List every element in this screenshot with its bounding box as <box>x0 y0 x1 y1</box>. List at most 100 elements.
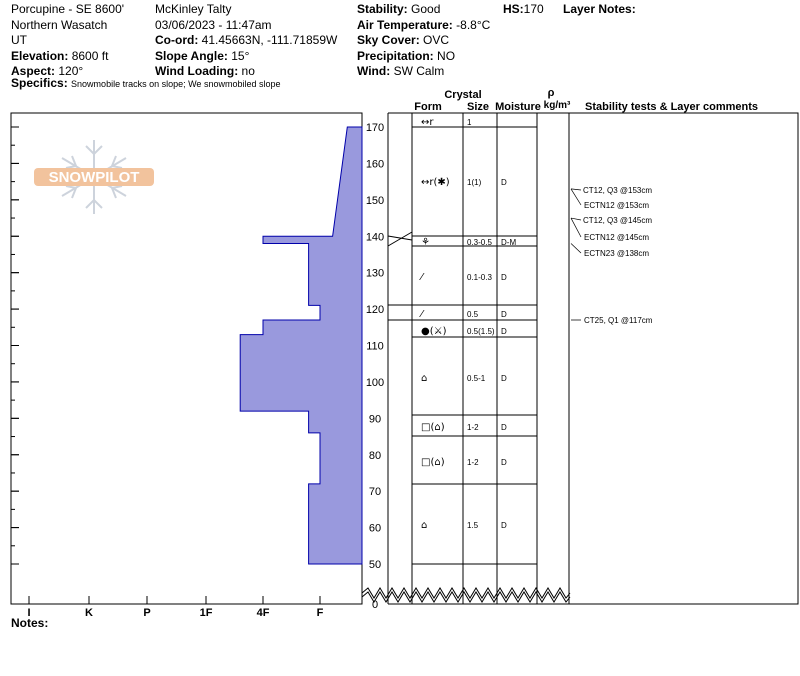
col-moisture: Moisture <box>495 101 541 113</box>
hardness-area <box>239 126 363 565</box>
depth-tick-label: 170 <box>366 122 384 134</box>
layer-size: 0.1-0.3 <box>467 273 492 282</box>
depth-tick-label: 120 <box>366 304 384 316</box>
depth-tick-label: 90 <box>369 413 381 425</box>
depth-tick-label: 60 <box>369 523 381 535</box>
layer-form: ⁄ <box>419 309 425 320</box>
wind-loading-label: Wind Loading: <box>155 64 239 78</box>
layer-rows: ↔r 1 ↔r(✱) 1(1) D ⚘ 0.3-0.5 D-M ⁄ 0.1-0.3 D ⁄ 0.5 D ●(… <box>387 117 537 565</box>
depth-tick-label: 160 <box>366 158 384 170</box>
layer-form: ⌂ <box>421 373 427 384</box>
header-observation: McKinley Talty 03/06/2023 - 11:47am Co-o… <box>155 2 337 80</box>
col-rho: ρ <box>548 87 555 99</box>
depth-tick-label: 130 <box>366 268 384 280</box>
elevation-value: 8600 ft <box>71 48 109 63</box>
depth-ticks: 170 160 150 140 130 120 110 100 90 80 70 60 50 0 <box>11 122 384 611</box>
slope-value: 15° <box>231 48 250 63</box>
layer-size: 0.5(1.5) <box>467 327 495 336</box>
stability-test-pointer <box>570 217 582 221</box>
sky-label: Sky Cover: <box>357 33 420 47</box>
stability-test-label: CT25, Q1 @117cm <box>584 316 653 325</box>
col-density-unit: kg/m³ <box>544 100 571 111</box>
hs-label: HS: <box>503 2 524 16</box>
layer-size: 1 <box>467 118 472 127</box>
layer-size: 1-2 <box>467 423 479 432</box>
precip-row: Precipitation: NO <box>357 49 490 65</box>
specifics-value: Snowmobile tracks on slope; We snowmobil… <box>71 79 281 89</box>
aspect-value: 120° <box>58 64 84 78</box>
hardness-profile <box>239 126 363 565</box>
layer-moisture: D <box>501 327 507 336</box>
coord-value: 41.45663N, -111.71859W <box>201 33 338 47</box>
specifics-label: Specifics: <box>11 76 68 90</box>
depth-tick-label: 100 <box>366 377 384 389</box>
layer-size: 1-2 <box>467 458 479 467</box>
hardness-tick-label: F <box>317 607 324 619</box>
layer-moisture: D <box>501 273 507 282</box>
coord-row: Co-ord: 41.45663N, -111.71859W <box>155 33 337 49</box>
aspect-label: Aspect: <box>11 64 56 78</box>
observer: McKinley Talty <box>155 2 232 16</box>
col-size: Size <box>467 101 489 113</box>
layer-form: ⌂ <box>421 520 427 531</box>
state: UT <box>11 33 27 47</box>
air-temp-label: Air Temperature: <box>357 17 453 32</box>
depth-connector <box>387 231 413 247</box>
hs-value: 170 <box>523 2 544 16</box>
hardness-tick-label: K <box>85 607 93 619</box>
precip-label: Precipitation: <box>357 48 434 63</box>
snowpilot-logo: SNOWPILOT <box>34 140 154 214</box>
stability-test-label: ECTN12 @145cm <box>584 233 649 242</box>
stability-test-pointer <box>570 217 582 238</box>
layer-moisture: D <box>501 423 507 432</box>
stability-label: Stability: <box>357 2 408 16</box>
col-comments: Stability tests & Layer comments <box>585 101 758 113</box>
stability-test-pointer <box>570 188 582 206</box>
precip-value: NO <box>437 48 456 63</box>
layer-moisture: D <box>501 178 507 187</box>
wind-label: Wind: <box>357 64 391 78</box>
layer-form: ⁄ <box>419 272 425 283</box>
header-site: Porcupine - SE 8600' Northern Wasatch UT… <box>11 2 124 80</box>
air-temp-value: -8.8°C <box>456 17 491 32</box>
wind-row: Wind: SW Calm <box>357 64 490 80</box>
coord-label: Co-ord: <box>155 33 199 47</box>
header-weather: Stability: Good Air Temperature: -8.8°C … <box>357 2 490 80</box>
stability-test-label: CT12, Q3 @145cm <box>583 216 652 225</box>
depth-tick-label: 50 <box>369 559 381 571</box>
layer-form: ↔r(✱) <box>421 177 450 188</box>
layer-moisture: D-M <box>501 238 516 247</box>
layer-size: 0.5-1 <box>467 374 486 383</box>
stability-test-label: ECTN23 @138cm <box>584 249 649 258</box>
depth-tick-label: 150 <box>366 195 384 207</box>
stability-value: Good <box>411 2 441 16</box>
wind-value: SW Calm <box>393 64 445 78</box>
layer-size: 1.5 <box>467 521 479 530</box>
hardness-tick-label: 1F <box>200 607 213 619</box>
layer-moisture: D <box>501 521 507 530</box>
hardness-tick-label: I <box>27 607 30 619</box>
layer-moisture: D <box>501 310 507 319</box>
notes-label: Notes: <box>11 616 49 630</box>
hs-row: HS:170 <box>503 2 544 18</box>
layer-form: ↔r <box>421 117 434 128</box>
sky-row: Sky Cover: OVC <box>357 33 490 49</box>
specifics-row: Specifics: Snowmobile tracks on slope; W… <box>11 76 281 90</box>
depth-connector <box>387 235 413 241</box>
elevation-label: Elevation: <box>11 48 69 63</box>
depth-tick-label: 80 <box>369 450 381 462</box>
stability-test-pointer <box>570 188 582 191</box>
slope-row: Slope Angle: 15° <box>155 49 337 65</box>
col-form: Form <box>414 101 442 113</box>
elevation-row: Elevation: 8600 ft <box>11 49 124 65</box>
wind-loading-value: no <box>241 64 255 78</box>
logo-text: SNOWPILOT <box>49 169 140 186</box>
depth-tick-label: 70 <box>369 486 381 498</box>
stability-row: Stability: Good <box>357 2 490 18</box>
sky-value: OVC <box>423 33 450 47</box>
stability-test-pointer <box>570 243 582 254</box>
layer-size: 1(1) <box>467 178 482 187</box>
layer-form: ⚘ <box>421 237 430 248</box>
slope-label: Slope Angle: <box>155 48 228 63</box>
